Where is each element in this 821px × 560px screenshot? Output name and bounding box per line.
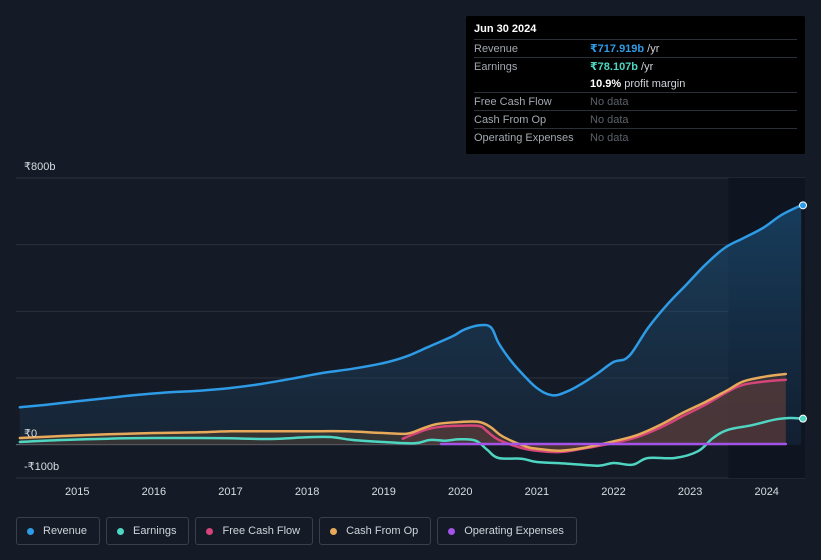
end-marker-earnings — [799, 414, 807, 423]
legend-dot-earnings-icon — [117, 527, 125, 535]
tooltip-cfo-value: No data — [590, 113, 629, 126]
tooltip-panel: Jun 30 2024 Revenue ₹717.919b/yr Earning… — [466, 16, 805, 154]
tooltip-margin-label: profit margin — [624, 77, 686, 90]
legend-item-opex[interactable]: Operating Expenses — [437, 517, 577, 545]
y-label-bottom: -₹100b — [24, 461, 59, 473]
line-cfo — [18, 372, 788, 452]
tooltip-earnings-label: Earnings — [474, 60, 518, 73]
legend-item-cfo[interactable]: Cash From Op — [319, 517, 432, 545]
tooltip-row-cfo: Cash From Op No data — [474, 110, 797, 128]
tooltip-date: Jun 30 2024 — [474, 23, 537, 35]
tooltip-cfo-label: Cash From Op — [474, 113, 547, 126]
y-label-top: ₹800b — [24, 161, 55, 173]
tooltip-row-opex: Operating Expenses No data — [474, 128, 797, 146]
legend-label-earnings: Earnings — [133, 525, 177, 537]
tooltip-revenue-label: Revenue — [474, 42, 519, 55]
tooltip-opex-value: No data — [590, 131, 629, 144]
x-tick-2019: 2019 — [371, 486, 395, 498]
x-tick-2015: 2015 — [65, 486, 89, 498]
line-revenue — [18, 204, 803, 409]
legend-label-cfo: Cash From Op — [346, 525, 419, 537]
tooltip-earnings-value: ₹78.107b — [590, 61, 639, 73]
tooltip-row-earnings: Earnings ₹78.107b/yr — [474, 57, 797, 75]
tooltip-fcf-label: Free Cash Flow — [474, 95, 552, 108]
legend-item-earnings[interactable]: Earnings — [106, 517, 190, 545]
line-earnings — [18, 416, 803, 467]
tooltip-row-margin: 10.9% profit margin — [474, 75, 797, 92]
tooltip-opex-label: Operating Expenses — [474, 131, 574, 144]
legend-dot-revenue-icon — [27, 527, 34, 535]
legend-label-revenue: Revenue — [43, 525, 88, 537]
tooltip-fcf-value: No data — [590, 95, 629, 108]
tooltip-revenue-unit: /yr — [647, 43, 660, 55]
x-tick-2018: 2018 — [295, 486, 319, 498]
legend-dot-opex-icon — [448, 527, 456, 535]
legend-label-fcf: Free Cash Flow — [222, 525, 301, 537]
x-tick-2016: 2016 — [142, 486, 166, 498]
y-label-zero: ₹0 — [24, 428, 37, 440]
x-tick-2021: 2021 — [525, 486, 549, 498]
tooltip-row-revenue: Revenue ₹717.919b/yr — [474, 39, 797, 57]
tooltip-earnings-unit: /yr — [641, 61, 654, 73]
x-tick-2022: 2022 — [601, 486, 625, 498]
area-fcf — [402, 379, 786, 453]
x-tick-2017: 2017 — [218, 486, 242, 498]
legend-dot-fcf-icon — [206, 527, 214, 535]
tooltip-margin-value: 10.9% — [590, 77, 622, 90]
x-tick-2020: 2020 — [448, 486, 472, 498]
legend-label-opex: Operating Expenses — [464, 525, 564, 537]
legend-dot-cfo-icon — [330, 527, 338, 535]
x-tick-2023: 2023 — [678, 486, 702, 498]
tooltip-row-fcf: Free Cash Flow No data — [474, 92, 797, 110]
legend-item-revenue[interactable]: Revenue — [16, 517, 101, 545]
tooltip-revenue-value: ₹717.919b — [590, 43, 645, 55]
area-revenue — [19, 205, 802, 445]
end-marker-revenue — [799, 201, 807, 210]
line-fcf — [401, 378, 788, 454]
x-tick-2024: 2024 — [754, 486, 778, 498]
legend: Revenue Earnings Free Cash Flow Cash Fro… — [16, 517, 577, 545]
legend-item-fcf[interactable]: Free Cash Flow — [195, 517, 314, 545]
